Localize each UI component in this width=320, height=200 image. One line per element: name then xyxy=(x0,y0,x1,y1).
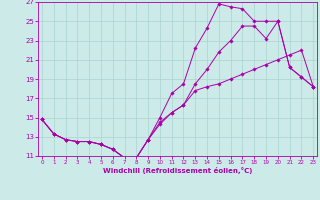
X-axis label: Windchill (Refroidissement éolien,°C): Windchill (Refroidissement éolien,°C) xyxy=(103,167,252,174)
